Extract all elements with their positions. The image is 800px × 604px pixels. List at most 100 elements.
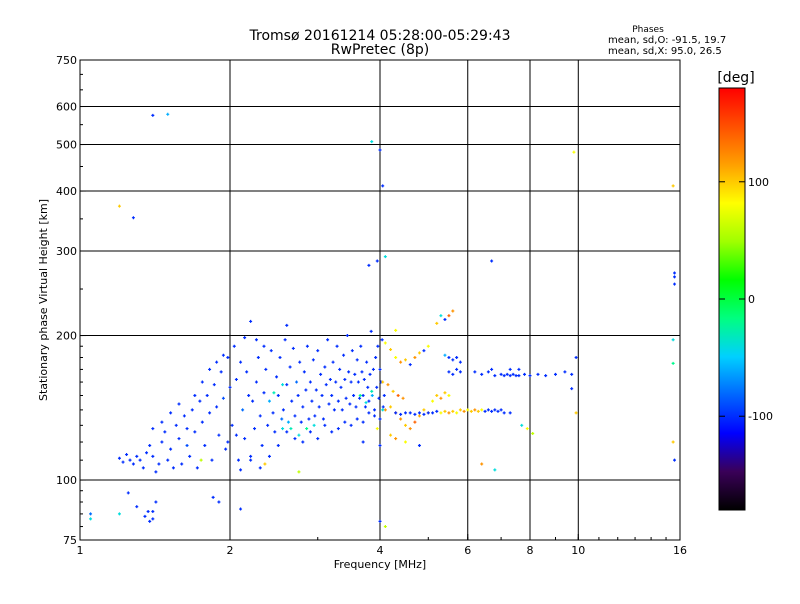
y-tick-label: 400 xyxy=(56,185,77,198)
data-point xyxy=(403,440,407,444)
data-point xyxy=(358,396,362,400)
data-point xyxy=(508,374,512,378)
data-point xyxy=(249,319,253,323)
data-point xyxy=(256,355,260,359)
data-point xyxy=(154,470,158,474)
colorbar-label: [deg] xyxy=(717,70,754,86)
data-point xyxy=(671,440,675,444)
data-point xyxy=(324,383,328,387)
data-point xyxy=(321,417,325,421)
data-point xyxy=(553,372,557,376)
data-point xyxy=(169,447,173,451)
data-point xyxy=(182,414,186,418)
data-point xyxy=(394,411,398,415)
data-point xyxy=(267,399,271,403)
data-point xyxy=(243,437,247,441)
data-point xyxy=(291,346,295,350)
data-point xyxy=(283,338,287,342)
x-tick-label: 8 xyxy=(527,544,534,557)
data-point xyxy=(117,204,121,208)
data-point xyxy=(166,112,170,116)
data-point xyxy=(260,444,264,448)
data-point xyxy=(381,380,385,384)
data-point xyxy=(251,399,255,403)
data-point xyxy=(219,370,223,374)
data-point xyxy=(286,420,290,424)
x-tick-label: 6 xyxy=(464,544,471,557)
data-point xyxy=(383,408,387,412)
data-point xyxy=(466,408,470,412)
data-point xyxy=(241,408,245,412)
data-point xyxy=(143,514,147,518)
y-tick-label: 200 xyxy=(56,330,77,343)
data-point xyxy=(426,411,430,415)
data-point xyxy=(422,412,426,416)
data-point xyxy=(378,417,382,421)
data-point xyxy=(163,430,167,434)
grid-lines xyxy=(80,60,680,540)
data-point xyxy=(439,314,443,318)
data-point xyxy=(374,355,378,359)
data-point xyxy=(350,349,354,353)
data-point xyxy=(304,388,308,392)
data-point xyxy=(361,420,365,424)
data-point xyxy=(451,358,455,362)
data-point xyxy=(455,355,459,359)
data-point xyxy=(462,409,466,413)
data-point xyxy=(343,420,347,424)
data-point xyxy=(228,385,232,389)
data-point xyxy=(671,361,675,365)
data-point xyxy=(344,396,348,400)
data-point xyxy=(340,408,344,412)
data-point xyxy=(671,184,675,188)
data-point xyxy=(399,417,403,421)
data-point xyxy=(354,405,358,409)
data-point xyxy=(349,423,353,427)
data-point xyxy=(574,411,578,415)
data-point xyxy=(195,466,199,470)
data-point xyxy=(160,440,164,444)
data-point xyxy=(382,394,386,398)
chart-subtitle: RwPretec (8p) xyxy=(331,42,429,58)
data-point xyxy=(363,405,367,409)
data-point xyxy=(301,405,305,409)
data-point xyxy=(383,255,387,259)
data-point xyxy=(381,405,385,409)
data-point xyxy=(281,383,285,387)
data-point xyxy=(193,394,197,398)
data-point xyxy=(151,113,155,117)
colorbar-tick-label: -100 xyxy=(748,410,773,423)
data-point xyxy=(262,391,266,395)
data-point xyxy=(352,394,356,398)
data-point xyxy=(305,427,309,431)
data-point xyxy=(174,423,178,427)
data-point xyxy=(276,444,280,448)
data-point xyxy=(258,414,262,418)
data-point xyxy=(394,437,398,441)
data-point xyxy=(458,360,462,364)
data-point xyxy=(148,444,152,448)
data-point xyxy=(394,328,398,332)
data-point xyxy=(234,377,238,381)
data-point xyxy=(317,405,321,409)
data-point xyxy=(373,414,377,418)
data-point xyxy=(413,420,417,424)
y-axis-ticks: 75 100 200 300 400 500 600 750 xyxy=(56,54,86,547)
data-point xyxy=(431,399,435,403)
data-point xyxy=(455,411,459,415)
data-point xyxy=(296,394,300,398)
data-point xyxy=(211,495,215,499)
data-point xyxy=(517,374,521,378)
data-point xyxy=(389,348,393,352)
data-point xyxy=(151,509,155,513)
data-point xyxy=(323,365,327,369)
data-point xyxy=(190,408,194,412)
data-point xyxy=(389,433,393,437)
data-point xyxy=(358,394,362,398)
data-point xyxy=(502,374,506,378)
data-point xyxy=(339,385,343,389)
data-point xyxy=(422,408,426,412)
data-point xyxy=(121,460,125,464)
data-point xyxy=(327,402,331,406)
